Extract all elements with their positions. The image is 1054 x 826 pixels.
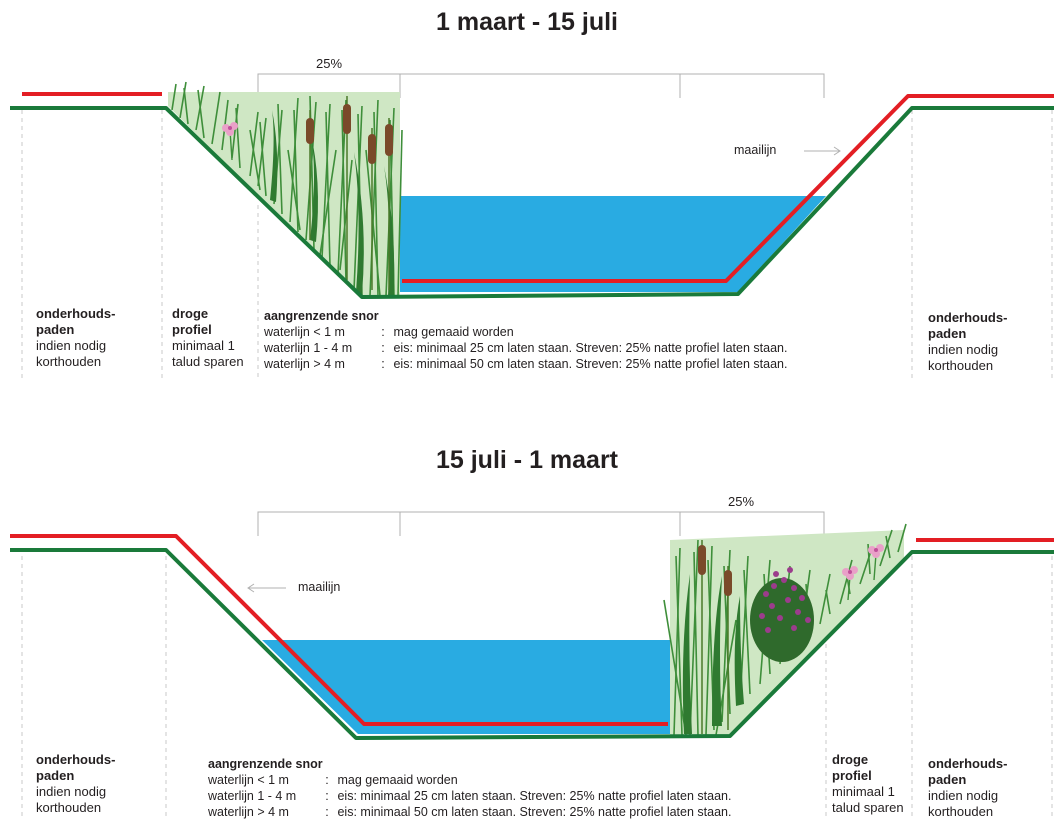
heading2: paden — [928, 326, 967, 341]
cond: waterlijn 1 - 4 m — [208, 789, 297, 803]
sep: : — [325, 805, 329, 819]
line2: korthouden — [928, 804, 994, 819]
line1: indien nodig — [36, 338, 107, 353]
bottom-vegetation — [663, 523, 907, 736]
top-water — [398, 196, 826, 292]
rule: eis: minimaal 50 cm laten staan. Streven… — [393, 357, 788, 371]
bottom-purple-shrub — [750, 567, 814, 662]
heading: droge — [832, 752, 869, 767]
rule-row: waterlijn > 4 m: eis: minimaal 50 cm lat… — [208, 804, 731, 820]
top-percent-label: 25% — [316, 56, 343, 71]
sep: : — [381, 357, 385, 371]
top-mow-line-arrow — [804, 146, 841, 156]
rule: eis: minimaal 25 cm laten staan. Streven… — [393, 341, 788, 355]
line2: korthouden — [36, 354, 102, 369]
bottom-snor-rules: aangrenzende snor waterlijn < 1 m: mag g… — [208, 756, 731, 820]
line1: indien nodig — [36, 784, 107, 799]
line1: minimaal 1 — [172, 338, 235, 353]
top-period-title: 1 maart - 15 juli — [435, 8, 619, 36]
bottom-mow-line-label: maailijn — [298, 580, 341, 594]
top-snor-rules: aangrenzende snor waterlijn < 1 m: mag g… — [264, 308, 787, 372]
heading2: paden — [36, 768, 75, 783]
bottom-pink-flowers — [842, 544, 884, 601]
rule: mag gemaaid worden — [337, 773, 458, 787]
heading: onderhouds- — [36, 306, 116, 321]
heading: droge — [172, 306, 209, 321]
bottom-mow-line — [10, 534, 668, 726]
rule-row: waterlijn 1 - 4 m: eis: minimaal 25 cm l… — [208, 788, 731, 804]
top-cattails — [306, 96, 393, 290]
bottom-period-title: 15 juli - 1 maart — [435, 446, 619, 474]
heading2: profiel — [832, 768, 872, 783]
top-vegetation — [168, 81, 403, 297]
top-profile — [10, 73, 1054, 380]
line2: talud sparen — [172, 354, 244, 369]
sep: : — [381, 325, 385, 339]
rule-row: waterlijn < 1 m: mag gemaaid worden — [208, 772, 731, 788]
top-zone-dividers — [21, 110, 1053, 380]
heading2: paden — [928, 772, 967, 787]
bottom-mow-line-arrow — [247, 583, 286, 593]
bottom-dry-profile-label: droge profiel minimaal 1 talud sparen — [832, 752, 904, 816]
rule-row: waterlijn 1 - 4 m: eis: minimaal 25 cm l… — [264, 340, 787, 356]
top-bank-line — [10, 106, 1054, 299]
rule-row: waterlijn > 4 m: eis: minimaal 50 cm lat… — [264, 356, 787, 372]
top-dry-profile-label: droge profiel minimaal 1 talud sparen — [172, 306, 244, 370]
bottom-water — [262, 640, 676, 734]
bottom-width-bracket — [257, 511, 825, 536]
cond: waterlijn > 4 m — [264, 357, 345, 371]
bottom-cattails — [698, 540, 732, 734]
heading2: paden — [36, 322, 75, 337]
line2: talud sparen — [832, 800, 904, 815]
line1: indien nodig — [928, 788, 999, 803]
sep: : — [325, 789, 329, 803]
bottom-paths-left-label: onderhouds- paden indien nodig korthoude… — [36, 752, 115, 816]
line2: korthouden — [928, 358, 994, 373]
heading: onderhouds- — [928, 756, 1008, 771]
heading: onderhouds- — [928, 310, 1008, 325]
rule-row: waterlijn < 1 m: mag gemaaid worden — [264, 324, 787, 340]
bottom-percent-label: 25% — [728, 494, 755, 509]
line2: korthouden — [36, 800, 102, 815]
cond: waterlijn > 4 m — [208, 805, 289, 819]
heading: onderhouds- — [36, 752, 116, 767]
rule: eis: minimaal 25 cm laten staan. Streven… — [337, 789, 732, 803]
cond: waterlijn < 1 m — [264, 325, 345, 339]
top-pink-flower — [222, 122, 238, 161]
top-paths-right-label: onderhouds- paden indien nodig korthoude… — [928, 310, 1007, 374]
bottom-paths-right-label: onderhouds- paden indien nodig korthoude… — [928, 756, 1007, 820]
top-mow-line-label: maailijn — [734, 143, 777, 157]
line1: indien nodig — [928, 342, 999, 357]
bottom-snor-heading: aangrenzende snor — [208, 757, 323, 771]
bottom-profile — [10, 511, 1054, 820]
heading2: profiel — [172, 322, 212, 337]
cond: waterlijn < 1 m — [208, 773, 289, 787]
rule: eis: minimaal 50 cm laten staan. Streven… — [337, 805, 732, 819]
bottom-zone-dividers — [21, 556, 1053, 820]
bottom-bank-line — [10, 548, 1054, 740]
top-paths-left-label: onderhouds- paden indien nodig korthoude… — [36, 306, 115, 370]
sep: : — [325, 773, 329, 787]
rule: mag gemaaid worden — [393, 325, 514, 339]
line1: minimaal 1 — [832, 784, 895, 799]
cond: waterlijn 1 - 4 m — [264, 341, 353, 355]
sep: : — [381, 341, 385, 355]
top-snor-heading: aangrenzende snor — [264, 309, 379, 323]
